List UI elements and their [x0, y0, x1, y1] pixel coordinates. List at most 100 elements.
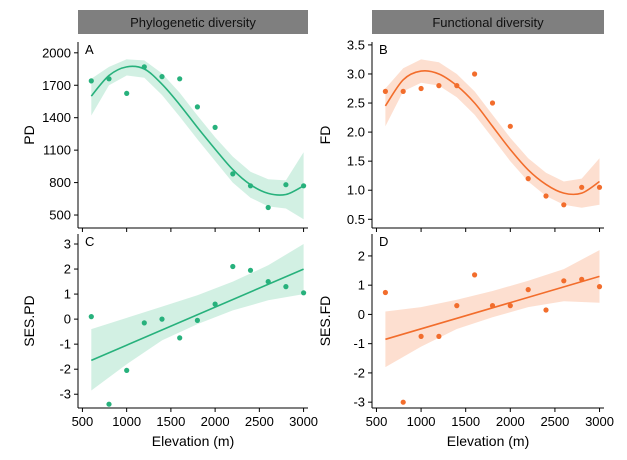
data-point: [596, 184, 603, 190]
data-point: [141, 320, 147, 326]
panel-letter: A: [85, 42, 94, 57]
data-point: [124, 367, 130, 373]
data-point: [400, 399, 406, 405]
y-tick-label: 3: [64, 237, 71, 252]
x-tick-label: 500: [366, 414, 388, 429]
confidence-band: [91, 244, 304, 391]
data-point: [124, 90, 130, 96]
data-point: [543, 307, 549, 313]
data-point: [561, 202, 567, 208]
panel-letter: C: [85, 234, 94, 249]
data-point: [382, 289, 388, 296]
x-tick-label: 1500: [451, 414, 480, 429]
data-point: [106, 401, 112, 407]
fit-line: [90, 65, 304, 196]
x-tick-label: 2000: [201, 414, 230, 429]
data-point: [247, 267, 254, 273]
y-tick-label: 2.0: [347, 125, 365, 140]
y-tick-label: -2: [59, 362, 71, 377]
y-tick-label: 0: [64, 312, 71, 327]
y-tick-label: 2: [358, 248, 365, 263]
y-tick-label: 0.5: [347, 212, 365, 227]
y-tick-label: -2: [353, 365, 365, 380]
fit-line: [90, 268, 304, 362]
x-tick-label: 2000: [496, 414, 525, 429]
y-tick-label: 1: [64, 287, 71, 302]
fit-line: [384, 69, 600, 196]
data-point: [596, 284, 603, 290]
data-point: [472, 272, 478, 278]
data-point: [418, 85, 424, 92]
y-tick-label: 3.5: [347, 37, 365, 52]
data-point: [436, 83, 442, 89]
data-point: [283, 284, 289, 290]
y-tick-label: -3: [353, 395, 365, 410]
x-tick-label: 1500: [156, 414, 185, 429]
y-axis-label: SES.FD: [317, 296, 333, 347]
y-tick-label: 1700: [42, 78, 71, 93]
data-point: [301, 183, 307, 189]
data-point: [507, 303, 513, 309]
data-point: [212, 301, 218, 307]
x-tick-label: 2500: [540, 414, 569, 429]
panel-a: Phylogenetic diversity 500 800 1100 1400 1700…: [21, 10, 308, 232]
data-point: [472, 71, 478, 77]
y-tick-label: 0: [358, 307, 365, 322]
y-tick-label: -3: [59, 387, 71, 402]
x-tick-label: 1000: [407, 414, 436, 429]
data-point: [88, 78, 94, 84]
confidence-band: [91, 59, 304, 220]
data-point: [265, 204, 271, 211]
data-point: [400, 88, 406, 94]
x-tick-label: 500: [72, 414, 94, 429]
data-point: [88, 314, 94, 320]
data-point: [247, 183, 254, 189]
data-point: [141, 64, 147, 70]
strip-title: Functional diversity: [432, 15, 544, 30]
data-point: [212, 124, 218, 130]
y-tick-label: 1.0: [347, 183, 365, 198]
data-point: [543, 193, 549, 199]
data-point: [177, 76, 183, 82]
y-tick-label: 1: [358, 278, 365, 293]
data-point: [525, 287, 531, 293]
panel-b: Functional diversity 0.5 1.0 1.5 2.0 2.5 3.0 3.…: [317, 10, 604, 232]
data-point: [382, 88, 388, 94]
data-point: [579, 184, 585, 190]
y-tick-label: -1: [59, 337, 71, 352]
data-point: [283, 182, 289, 188]
data-point: [418, 333, 424, 339]
data-point: [489, 100, 496, 106]
y-tick-label: 3.0: [347, 66, 365, 81]
data-point: [194, 317, 200, 323]
data-point: [436, 333, 442, 339]
data-point: [159, 74, 165, 80]
x-tick-label: 3000: [585, 414, 614, 429]
x-tick-label: 2500: [245, 414, 274, 429]
strip-title: Phylogenetic diversity: [130, 15, 256, 30]
strip-header: [372, 10, 604, 34]
data-point: [230, 171, 236, 177]
x-tick-label: 1000: [112, 414, 141, 429]
data-point: [454, 83, 460, 89]
data-point: [230, 263, 236, 270]
y-tick-label: 2: [64, 262, 71, 277]
y-tick-label: 2.5: [347, 96, 365, 111]
data-point: [106, 76, 112, 82]
y-axis-label: FD: [317, 126, 333, 145]
data-point: [159, 316, 165, 322]
data-point: [194, 104, 200, 110]
data-point: [561, 278, 567, 284]
x-axis-label: Elevation (m): [447, 433, 529, 449]
y-axis-label: PD: [21, 125, 37, 144]
data-point: [579, 276, 585, 282]
confidence-band: [385, 59, 600, 208]
data-point: [507, 123, 513, 129]
data-point: [525, 176, 531, 182]
y-axis-label: SES.PD: [21, 295, 37, 346]
data-point: [265, 279, 271, 285]
y-tick-label: 800: [49, 175, 71, 190]
data-point: [301, 290, 307, 296]
